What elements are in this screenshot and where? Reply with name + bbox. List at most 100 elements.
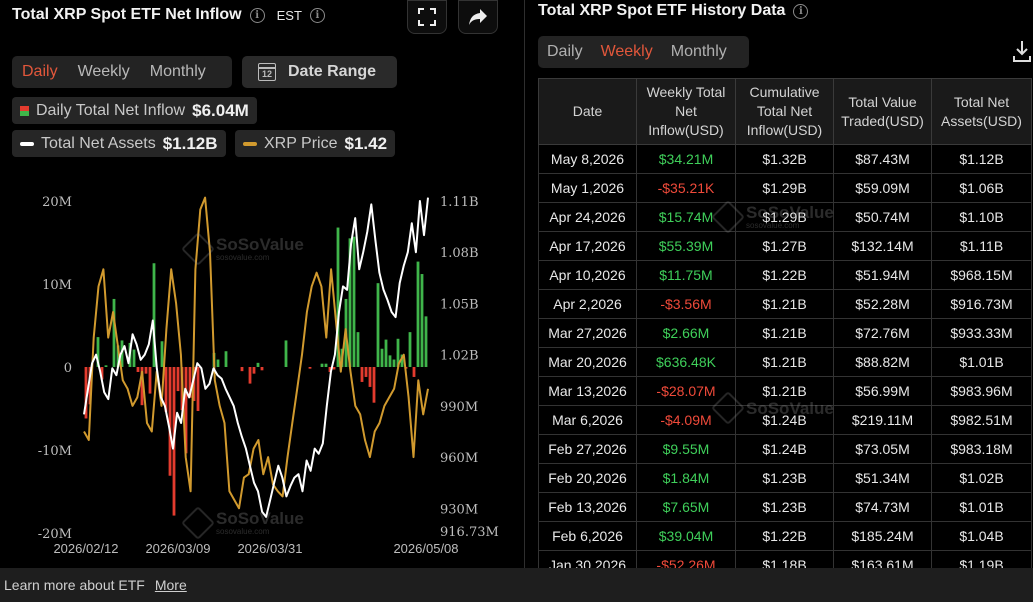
inflow-bar: [336, 227, 340, 367]
x-tick-label: 2026/02/12: [53, 541, 118, 556]
table-row[interactable]: Mar 20,2026 $636.48K $1.21B $88.82M $1.01B: [538, 347, 1032, 377]
column-header-net-assets[interactable]: Total Net Assets(USD): [931, 78, 1032, 145]
info-icon[interactable]: i: [249, 7, 265, 23]
table-row[interactable]: Apr 2,2026 -$3.56M $1.21B $52.28M $916.73M: [538, 289, 1032, 319]
cell-cumulative-inflow: $1.21B: [735, 376, 834, 406]
cell-date: May 8,2026: [538, 144, 637, 174]
inflow-bar: [408, 332, 412, 367]
table-row[interactable]: Mar 27,2026 $2.66M $1.21B $72.76M $933.33M: [538, 318, 1032, 348]
cell-value-traded: $73.05M: [833, 434, 932, 464]
legend-price-label: XRP Price: [264, 134, 338, 152]
cell-date: Mar 20,2026: [538, 347, 637, 377]
table-row[interactable]: Apr 17,2026 $55.39M $1.27B $132.14M $1.11B: [538, 231, 1032, 261]
table-row[interactable]: Mar 13,2026 -$28.07M $1.21B $56.99M $983.96M: [538, 376, 1032, 406]
timezone-info-icon[interactable]: i: [309, 7, 325, 23]
cell-cumulative-inflow: $1.21B: [735, 289, 834, 319]
y-left-tick-label: -10M: [38, 444, 72, 459]
cell-weekly-inflow: -$52.26M: [636, 550, 736, 568]
watermark-text: SoSoValue: [216, 235, 304, 254]
cell-weekly-inflow: $636.48K: [636, 347, 736, 377]
cell-net-assets: $1.01B: [931, 347, 1032, 377]
inflow-bar: [260, 367, 264, 371]
cell-cumulative-inflow: $1.27B: [735, 231, 834, 261]
inflow-bar: [368, 367, 372, 387]
legend-inflow[interactable]: Daily Total Net Inflow $6.04M: [12, 97, 257, 124]
cell-net-assets: $1.06B: [931, 173, 1032, 203]
inflow-bar: [328, 367, 332, 372]
x-tick-label: 2026/05/08: [393, 541, 458, 556]
date-range-button[interactable]: 12 Date Range: [242, 56, 397, 88]
cell-weekly-inflow: $55.39M: [636, 231, 736, 261]
cell-value-traded: $50.74M: [833, 202, 932, 232]
info-icon[interactable]: i: [793, 3, 809, 19]
cell-cumulative-inflow: $1.29B: [735, 173, 834, 203]
download-icon[interactable]: [1013, 40, 1031, 62]
table-watermark: SoSoValue sosovalue.com: [711, 200, 834, 234]
legend-inflow-label: Daily Total Net Inflow: [36, 101, 186, 119]
inflow-bar: [256, 362, 260, 367]
inflow-bar: [184, 367, 188, 454]
cell-weekly-inflow: $2.66M: [636, 318, 736, 348]
tab-weekly[interactable]: Weekly: [77, 63, 130, 80]
cell-net-assets: $982.51M: [931, 405, 1032, 435]
cell-date: Apr 17,2026: [538, 231, 637, 261]
watermark-sub: sosovalue.com: [216, 253, 270, 262]
xrp-price-line: [83, 196, 429, 510]
chart-title: Total XRP Spot ETF Net Inflow: [12, 6, 242, 23]
history-title: Total XRP Spot ETF History Data: [538, 2, 786, 19]
fullscreen-button[interactable]: [407, 0, 447, 34]
y-right-tick-label: 1.05B: [440, 297, 479, 312]
inflow-bar: [104, 365, 108, 367]
watermark-icon: [181, 232, 215, 266]
cell-net-assets: $1.04B: [931, 521, 1032, 551]
watermark-logo: SoSoValue sosovalue.com: [181, 232, 304, 266]
inflow-bar: [136, 367, 140, 372]
table-row[interactable]: Feb 6,2026 $39.04M $1.22B $185.24M $1.04B: [538, 521, 1032, 551]
share-button[interactable]: [458, 0, 498, 34]
column-header-value-traded[interactable]: Total Value Traded(USD): [833, 78, 932, 145]
legend-price-value: $1.42: [344, 133, 388, 153]
inflow-chart[interactable]: 20M 10M 0 -10M -20M 1.11B 1.08B 1.05B 1.02B 990M 9…: [0, 190, 524, 562]
inflow-bar: [392, 359, 396, 367]
table-row[interactable]: May 8,2026 $34.21M $1.32B $87.43M $1.12B: [538, 144, 1032, 174]
history-table-wrapper[interactable]: Date Weekly Total Net Inflow(USD) Cumula…: [536, 78, 1033, 568]
column-header-cumulative-inflow[interactable]: Cumulative Total Net Inflow(USD): [735, 78, 834, 145]
legend-price[interactable]: XRP Price $1.42: [235, 130, 396, 157]
net-inflow-panel: Total XRP Spot ETF Net Inflow i EST i Da…: [0, 0, 524, 568]
tab-monthly[interactable]: Monthly: [149, 63, 206, 80]
cell-weekly-inflow: $1.84M: [636, 463, 736, 493]
inflow-bar: [132, 349, 136, 367]
table-row[interactable]: Mar 6,2026 -$4.09M $1.24B $219.11M $982.51M: [538, 405, 1032, 435]
inflow-bar: [372, 367, 376, 403]
period-tabs: Daily Weekly Monthly: [12, 56, 232, 88]
table-row[interactable]: Jan 30,2026 -$52.26M $1.18B $163.61M $1.19B: [538, 550, 1032, 568]
table-row[interactable]: Feb 13,2026 $7.65M $1.23B $74.73M $1.01B: [538, 492, 1032, 522]
cell-weekly-inflow: $34.21M: [636, 144, 736, 174]
inflow-bar: [400, 354, 404, 367]
tab-daily[interactable]: Daily: [22, 63, 58, 80]
table-row[interactable]: May 1,2026 -$35.21K $1.29B $59.09M $1.06B: [538, 173, 1032, 203]
footer-bar: Learn more about ETF More: [0, 568, 1033, 602]
cell-net-assets: $1.12B: [931, 144, 1032, 174]
more-link[interactable]: More: [154, 577, 187, 593]
tab-weekly[interactable]: Weekly: [600, 43, 653, 60]
column-header-date[interactable]: Date: [538, 78, 637, 145]
table-row[interactable]: Feb 20,2026 $1.84M $1.23B $51.34M $1.02B: [538, 463, 1032, 493]
inflow-bar: [196, 367, 200, 411]
table-row[interactable]: Apr 10,2026 $11.75M $1.22B $51.94M $968.15M: [538, 260, 1032, 290]
y-left-tick-label: 10M: [42, 278, 72, 293]
inflow-bar: [144, 367, 148, 374]
table-row[interactable]: Feb 27,2026 $9.55M $1.24B $73.05M $983.18M: [538, 434, 1032, 464]
table-watermark-2: SoSoValue: [711, 391, 834, 425]
legend-assets[interactable]: Total Net Assets $1.12B: [12, 130, 226, 157]
y-right-tick-label: 1.08B: [440, 246, 479, 261]
cell-value-traded: $132.14M: [833, 231, 932, 261]
cell-net-assets: $1.02B: [931, 463, 1032, 493]
calendar-icon: 12: [258, 63, 276, 81]
timezone-label: EST: [276, 7, 302, 23]
column-header-weekly-inflow[interactable]: Weekly Total Net Inflow(USD): [636, 78, 736, 145]
tab-daily[interactable]: Daily: [547, 43, 583, 60]
tab-monthly[interactable]: Monthly: [670, 43, 727, 60]
panel-divider: [524, 0, 525, 568]
x-tick-label: 2026/03/31: [237, 541, 302, 556]
